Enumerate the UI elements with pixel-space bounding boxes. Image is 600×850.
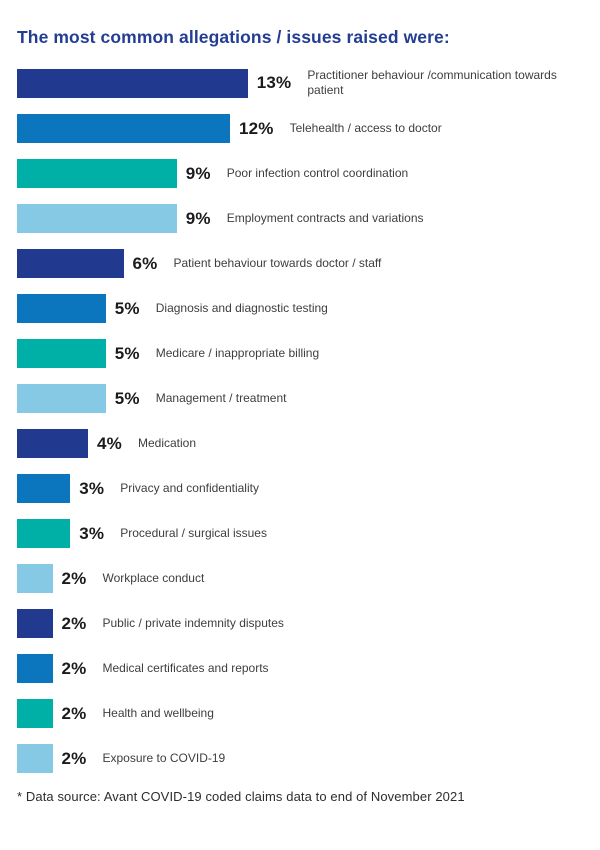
category-label: Poor infection control coordination <box>226 166 409 180</box>
bar-row: 4% Medication <box>17 429 580 458</box>
bar-row: 2% Medical certificates and reports <box>17 654 580 683</box>
bar-row: 12% Telehealth / access to doctor <box>17 114 580 143</box>
value-label: 3% <box>79 523 105 543</box>
bar <box>17 609 53 638</box>
category-label: Employment contracts and variations <box>226 211 424 225</box>
value-label: 2% <box>61 613 87 633</box>
bar-row: 5% Medicare / inappropriate billing <box>17 339 580 368</box>
bar <box>17 654 53 683</box>
value-label: 5% <box>114 388 140 408</box>
category-label: Privacy and confidentiality <box>120 481 259 495</box>
value-label: 2% <box>61 658 87 678</box>
bar-row: 6% Patient behaviour towards doctor / sta… <box>17 249 580 278</box>
category-label: Medication <box>137 436 197 450</box>
bar-row: 5% Management / treatment <box>17 384 580 413</box>
bar <box>17 68 248 98</box>
category-label: Management / treatment <box>155 391 287 405</box>
bar <box>17 564 53 593</box>
chart-title: The most common allegations / issues rai… <box>17 27 450 47</box>
category-label: Medicare / inappropriate billing <box>155 346 320 360</box>
bar <box>17 429 88 458</box>
bar <box>17 294 106 323</box>
bar <box>17 339 106 368</box>
bar-row: 3% Procedural / surgical issues <box>17 519 580 548</box>
bar <box>17 519 71 548</box>
bar <box>17 699 53 728</box>
bar-row: 13% Practitioner behaviour /communication… <box>17 68 580 98</box>
value-label: 13% <box>256 73 292 92</box>
bar-row: 2% Public / private indemnity disputes <box>17 609 580 638</box>
bar <box>17 384 106 413</box>
category-label: Telehealth / access to doctor <box>289 121 442 135</box>
bar-row: 9% Poor infection control coordination <box>17 159 580 188</box>
value-label: 9% <box>185 163 211 183</box>
category-label: Procedural / surgical issues <box>120 526 267 540</box>
bar <box>17 474 71 503</box>
bar-row: 2% Exposure to COVID-19 <box>17 744 580 773</box>
value-label: 2% <box>61 568 87 588</box>
bar <box>17 744 53 773</box>
category-label: Practitioner behaviour /communication to… <box>307 68 557 97</box>
value-label: 5% <box>114 298 140 318</box>
bar-row: 3% Privacy and confidentiality <box>17 474 580 503</box>
value-label: 12% <box>239 118 274 138</box>
data-source-footnote: * Data source: Avant COVID-19 coded clai… <box>17 789 465 804</box>
bar <box>17 249 124 278</box>
bar <box>17 204 177 233</box>
bar <box>17 114 230 143</box>
bar <box>17 159 177 188</box>
value-label: 6% <box>132 253 158 273</box>
category-label: Diagnosis and diagnostic testing <box>155 301 328 315</box>
category-label: Medical certificates and reports <box>102 661 269 675</box>
bar-chart: 13% Practitioner behaviour /communication… <box>17 68 580 773</box>
value-label: 2% <box>61 703 87 723</box>
bar-row: 2% Workplace conduct <box>17 564 580 593</box>
bar-row: 5% Diagnosis and diagnostic testing <box>17 294 580 323</box>
category-label: Patient behaviour towards doctor / staff <box>173 256 382 270</box>
value-label: 2% <box>61 748 87 768</box>
bar-row: 9% Employment contracts and variations <box>17 204 580 233</box>
value-label: 4% <box>97 433 122 453</box>
value-label: 9% <box>185 208 211 228</box>
value-label: 3% <box>79 478 105 498</box>
category-label: Public / private indemnity disputes <box>102 616 284 630</box>
category-label: Health and wellbeing <box>102 706 214 720</box>
category-label: Exposure to COVID-19 <box>102 751 226 765</box>
value-label: 5% <box>114 343 140 363</box>
category-label: Workplace conduct <box>102 571 205 585</box>
bar-row: 2% Health and wellbeing <box>17 699 580 728</box>
